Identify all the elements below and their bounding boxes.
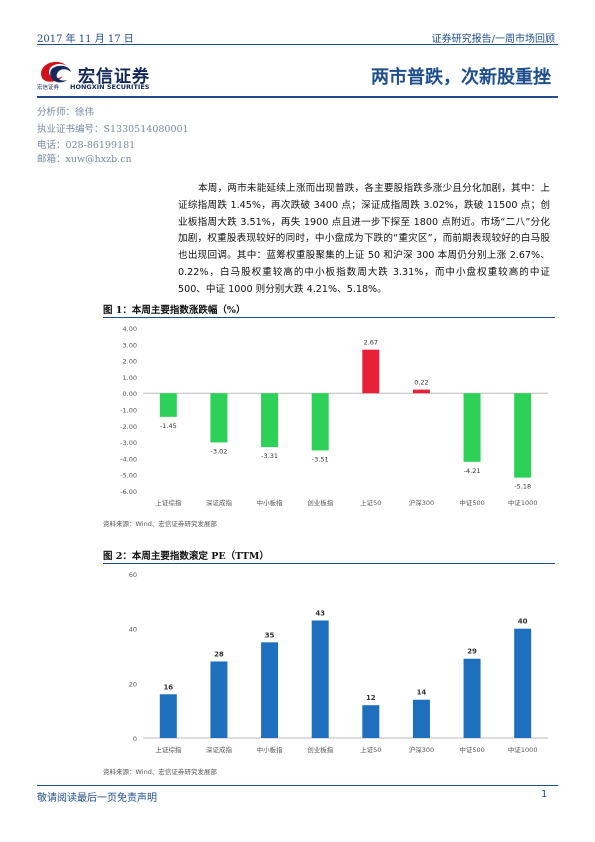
data-label: 16: [163, 683, 173, 691]
y-tick-label: 0: [133, 735, 137, 743]
data-label: -3.51: [312, 455, 329, 463]
y-tick-label: 1.00: [123, 374, 137, 382]
x-tick-label: 上证50: [360, 745, 381, 754]
x-tick-label: 中证1000: [508, 498, 538, 507]
y-tick-label: -4.00: [120, 455, 137, 463]
y-tick-label: 2.00: [123, 358, 137, 366]
figure2-chart: 60 40 20 0 16 上证综指 28 深证成指 35 中小板指 43 创业板指 12 上证50 14 沪…: [129, 571, 548, 754]
figure2-title: 图 2：本周主要指数滚定 PE（TTM）: [103, 551, 269, 562]
figure1-chart: 4.00 3.00 2.00 1.00 0.00 -1.00 -2.00 -3.00 -4.00…: [120, 325, 548, 507]
x-tick-label: 创业板指: [307, 498, 334, 507]
data-label: -3.31: [261, 452, 278, 460]
page-title: 两市普跌，次新股重挫: [371, 67, 551, 88]
disclaimer-notice: 敬请阅读最后一页免责声明: [37, 793, 157, 804]
bar: [514, 628, 532, 738]
data-label: 2.67: [364, 339, 378, 347]
analyst-license: 执业证书编号：S1330514080001: [37, 124, 189, 135]
bar: [261, 393, 279, 448]
figure1-source: 资料来源：Wind、宏信证券研究发展部: [103, 520, 217, 528]
bar: [159, 393, 177, 417]
x-tick-label: 上证综指: [155, 745, 182, 754]
bar: [412, 699, 430, 738]
figure1-divider: [103, 317, 555, 318]
header-divider: [37, 44, 558, 45]
y-tick-label: -5.00: [120, 472, 137, 480]
brand-name-small: 宏信证券: [37, 85, 60, 91]
footer-divider: [37, 785, 558, 786]
brand-name: 宏信证券: [78, 67, 150, 87]
bar: [362, 349, 380, 394]
data-label: 40: [518, 618, 528, 626]
data-label: 35: [265, 631, 275, 639]
report-type: 证券研究报告/一周市场回顾: [431, 34, 555, 45]
y-tick-label: -2.00: [120, 423, 137, 431]
figure2-source: 资料来源：Wind、宏信证券研究发展部: [103, 768, 217, 776]
analyst-email: 邮箱：xuw@hxzb.cn: [37, 154, 132, 165]
y-tick-label: -3.00: [120, 439, 137, 447]
analyst-name: 分析师：徐伟: [37, 107, 95, 118]
x-tick-label: 上证50: [360, 498, 381, 507]
bar: [210, 661, 228, 738]
x-tick-label: 中证1000: [508, 745, 538, 754]
y-tick-label: 40: [129, 626, 137, 634]
y-tick-label: 3.00: [123, 341, 137, 349]
analyst-phone: 电话：028-86199181: [37, 140, 136, 151]
x-tick-label: 沪深300: [409, 498, 434, 507]
y-tick-label: -6.00: [120, 488, 137, 496]
bar: [463, 393, 481, 462]
data-label: 0.22: [414, 379, 428, 387]
data-label: -3.02: [211, 447, 228, 455]
x-tick-label: 上证综指: [155, 498, 182, 507]
bar: [514, 393, 532, 478]
bar: [463, 658, 481, 738]
y-tick-label: -1.00: [120, 407, 137, 415]
y-tick-label: 60: [129, 571, 137, 579]
report-date: 2017 年 11 月 17 日: [37, 34, 134, 45]
data-label: 14: [417, 689, 427, 697]
data-label: 12: [366, 694, 376, 702]
brand-name-english: HONGXIN SECURITIES: [70, 83, 150, 91]
x-tick-label: 沪深300: [409, 745, 434, 754]
bar: [261, 642, 279, 738]
x-tick-label: 中证500: [459, 498, 484, 507]
page-number: 1: [541, 789, 548, 800]
x-tick-label: 创业板指: [307, 745, 334, 754]
y-tick-label: 20: [129, 680, 137, 688]
data-label: 29: [467, 648, 477, 656]
data-label: -4.21: [464, 467, 481, 475]
y-tick-label: 0.00: [123, 390, 137, 398]
x-tick-label: 中证500: [459, 745, 484, 754]
bar: [311, 620, 329, 738]
bar: [210, 393, 228, 443]
figure1-title: 图 1：本周主要指数涨跌幅（%）: [103, 305, 246, 316]
x-tick-label: 中小板指: [257, 498, 284, 507]
data-label: -5.18: [514, 483, 531, 491]
x-tick-label: 深证成指: [206, 498, 233, 507]
y-tick-label: 4.00: [123, 325, 137, 333]
data-label: 28: [214, 650, 224, 658]
figure2-divider: [103, 563, 555, 564]
swirl-logo-icon: [41, 61, 71, 83]
data-label: -1.45: [160, 422, 177, 430]
x-tick-label: 深证成指: [206, 745, 233, 754]
bar: [412, 389, 430, 394]
title-divider: [37, 96, 558, 98]
x-tick-label: 中小板指: [257, 745, 284, 754]
bar: [362, 705, 380, 738]
bar: [311, 393, 329, 451]
summary-paragraph: 本周，两市未能延续上涨而出现普跌，各主要股指跌多涨少且分化加剧，其中：上证综指周…: [178, 183, 550, 295]
company-logo: [37, 56, 162, 92]
bar: [159, 694, 177, 738]
data-label: 43: [315, 609, 325, 617]
